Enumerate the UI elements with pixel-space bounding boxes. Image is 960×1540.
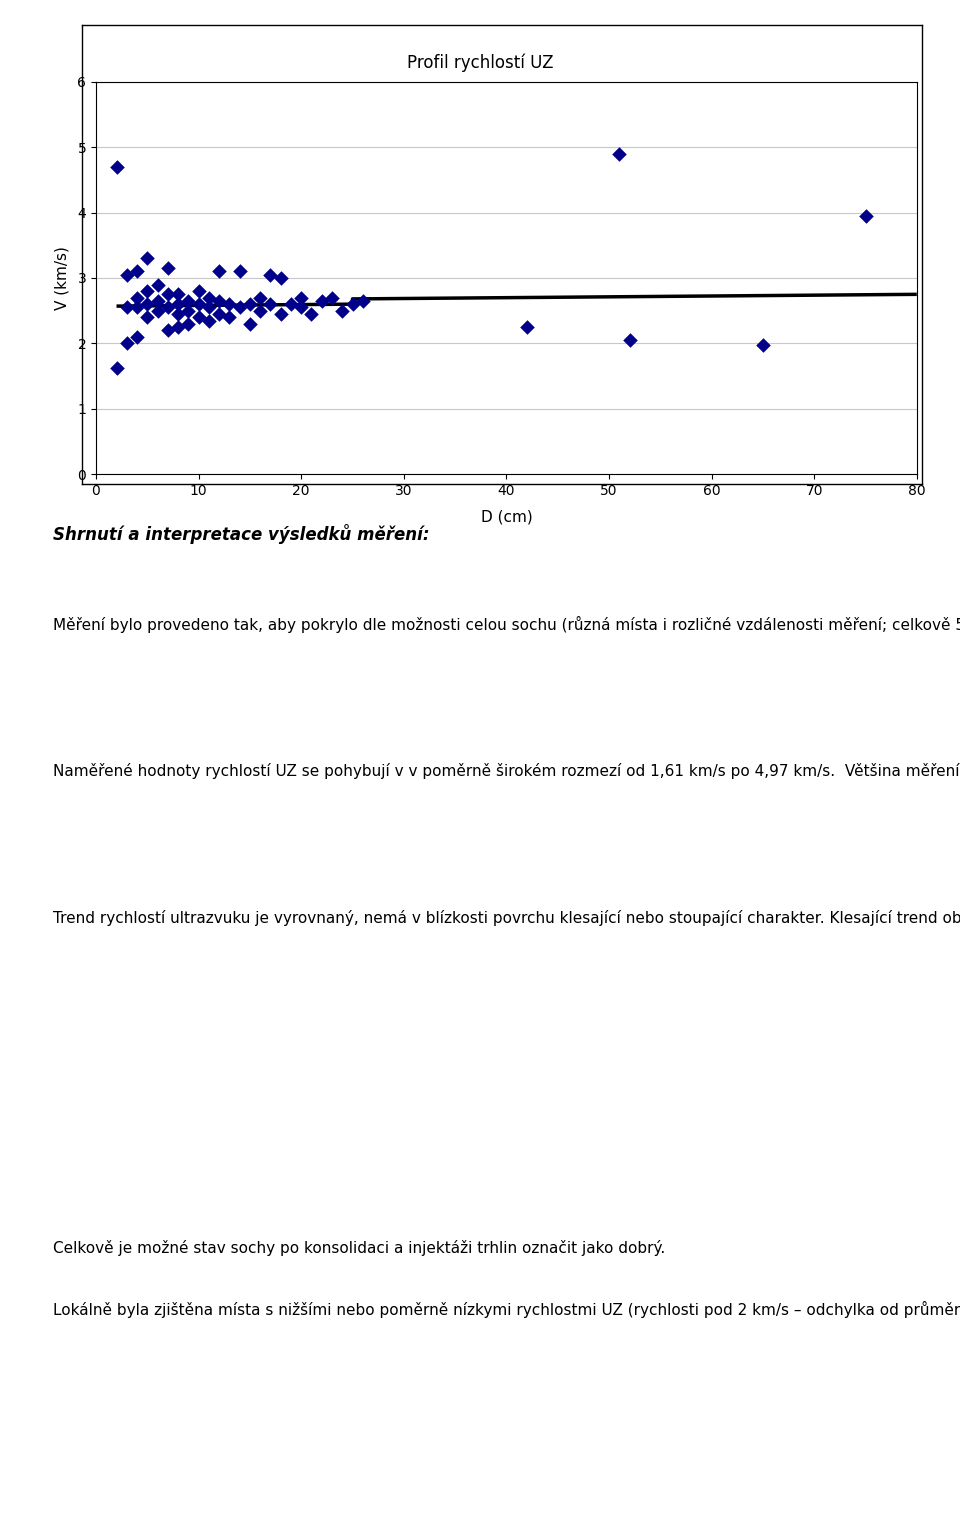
Point: [242, 311, 257, 336]
Point: [283, 293, 299, 317]
Text: Trend rychlostí ultrazvuku je vyrovnaný, nemá v blízkosti povrchu klesající nebo: Trend rychlostí ultrazvuku je vyrovnaný,…: [53, 909, 960, 926]
Point: [119, 331, 134, 356]
Point: [294, 296, 309, 320]
Point: [170, 314, 185, 339]
Point: [180, 299, 196, 323]
Point: [202, 296, 217, 320]
Point: [130, 296, 145, 320]
Point: [232, 259, 248, 283]
Point: [160, 296, 176, 320]
Text: Shrnutí a interpretace výsledků měření:: Shrnutí a interpretace výsledků měření:: [53, 524, 429, 544]
Text: Měření bylo provedeno tak, aby pokrylo dle možnosti celou sochu (různá místa i r: Měření bylo provedeno tak, aby pokrylo d…: [53, 616, 960, 633]
Point: [273, 266, 288, 291]
Point: [119, 296, 134, 320]
Point: [139, 305, 155, 330]
Point: [222, 293, 237, 317]
Point: [294, 285, 309, 310]
Point: [211, 259, 227, 283]
Point: [334, 299, 349, 323]
Point: [273, 302, 288, 326]
Point: [232, 296, 248, 320]
Point: [170, 302, 185, 326]
Point: [324, 285, 340, 310]
Point: [170, 282, 185, 306]
Point: [612, 142, 627, 166]
Point: [150, 299, 165, 323]
Point: [211, 288, 227, 313]
Point: [263, 262, 278, 286]
Point: [314, 288, 329, 313]
Point: [119, 262, 134, 286]
Point: [139, 279, 155, 303]
Point: [519, 314, 535, 339]
Point: [345, 293, 360, 317]
Text: Profil rychlostí UZ: Profil rychlostí UZ: [407, 54, 553, 72]
Point: [170, 293, 185, 317]
Point: [211, 302, 227, 326]
Point: [150, 273, 165, 297]
Point: [130, 325, 145, 350]
Point: [222, 305, 237, 330]
Point: [858, 203, 874, 228]
Point: [355, 288, 371, 313]
Text: Celkově je možné stav sochy po konsolidaci a injektáži trhlin označit jako dobrý: Celkově je možné stav sochy po konsolida…: [53, 1240, 665, 1255]
Point: [108, 356, 124, 380]
Point: [160, 256, 176, 280]
Point: [202, 285, 217, 310]
Point: [191, 305, 206, 330]
Point: [191, 293, 206, 317]
Point: [303, 302, 319, 326]
Point: [108, 154, 124, 179]
Point: [252, 299, 268, 323]
Point: [150, 288, 165, 313]
Point: [191, 279, 206, 303]
Point: [130, 285, 145, 310]
Point: [130, 259, 145, 283]
Point: [756, 333, 771, 357]
Point: [242, 293, 257, 317]
Text: Naměřené hodnoty rychlostí UZ se pohybují v v poměrně širokém rozmezí od 1,61 km: Naměřené hodnoty rychlostí UZ se pohybuj…: [53, 762, 960, 779]
Point: [160, 282, 176, 306]
Point: [263, 293, 278, 317]
X-axis label: D (cm): D (cm): [481, 510, 532, 524]
Point: [252, 285, 268, 310]
Point: [139, 246, 155, 271]
Point: [180, 288, 196, 313]
Point: [180, 311, 196, 336]
Text: Lokálně byla zjištěna místa s nižšími nebo poměrně nízkymi rychlostmi UZ (rychlo: Lokálně byla zjištěna místa s nižšími ne…: [53, 1301, 960, 1318]
Point: [160, 319, 176, 343]
Point: [622, 328, 637, 353]
Point: [202, 308, 217, 333]
Point: [139, 293, 155, 317]
Y-axis label: V (km/s): V (km/s): [54, 246, 69, 310]
